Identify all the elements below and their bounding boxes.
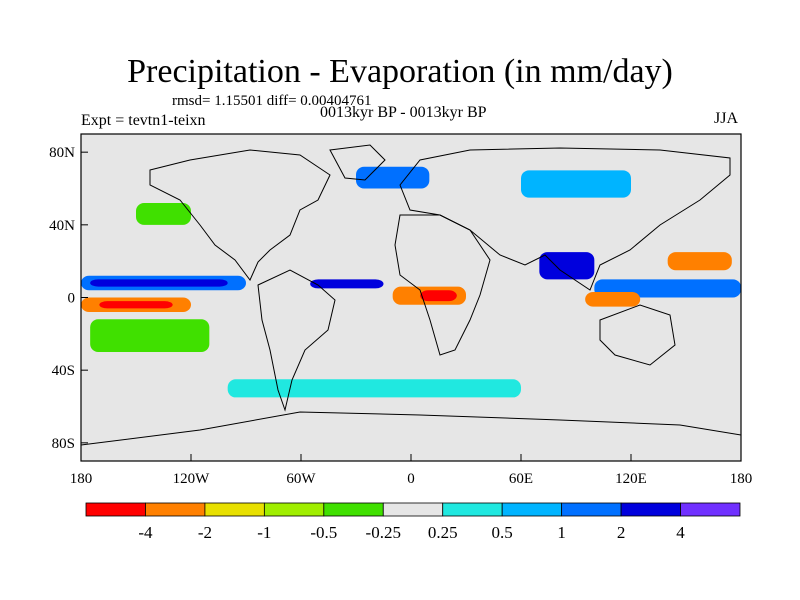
colorbar-label: -2: [198, 523, 212, 542]
colorbar-swatch: [204, 502, 265, 517]
colorbar-swatch: [442, 502, 503, 517]
colorbar-swatch: [145, 502, 206, 517]
region-southern-ocean-cyan: [227, 379, 521, 398]
coastlines: [81, 144, 741, 446]
page-title: Precipitation - Evaporation (in mm/day): [127, 53, 673, 90]
x-tick-label: 0: [407, 471, 415, 487]
y-tick-label: 40S: [52, 363, 75, 379]
region-nw-pacific-orange: [667, 252, 732, 271]
colorbar-swatch: [561, 502, 622, 517]
season-label: JJA: [714, 110, 739, 127]
region-indian-monsoon: [539, 252, 595, 280]
y-tick-label: 40N: [49, 218, 75, 234]
y-tick-label: 80N: [49, 145, 75, 161]
y-tick-label: 80S: [52, 436, 75, 452]
x-tick-label: 180: [70, 471, 93, 487]
region-indonesia-orange: [585, 292, 641, 307]
colorbar-label: 0.5: [492, 523, 513, 542]
colorbar-label: -1: [257, 523, 271, 542]
stats-label: rmsd= 1.15501 diff= 0.00404761: [172, 93, 372, 109]
north-america-coast: [149, 149, 331, 281]
region-north-atlantic-blue: [356, 166, 430, 189]
colorbar-label: -4: [138, 523, 153, 542]
region-siberia-blue: [521, 170, 631, 198]
colorbar-label: -0.5: [310, 523, 337, 542]
region-itcz-atlantic: [310, 279, 384, 289]
colorbar-label: 4: [676, 523, 685, 542]
field-regions: [81, 166, 741, 398]
y-tick-label: 0: [68, 291, 76, 307]
colorbar-swatch: [680, 502, 741, 517]
x-tick-label: 120E: [615, 471, 647, 487]
greenland-coast: [329, 144, 386, 181]
colorbar-label: 0.25: [428, 523, 458, 542]
colorbar: -4 -2 -1 -0.5 -0.25 0.25 0.5 1 2 4: [85, 502, 741, 542]
region-south-pacific-green: [90, 319, 210, 352]
colorbar-swatch: [382, 502, 444, 517]
colorbar-label: -0.25: [366, 523, 401, 542]
x-tick-label: 60W: [286, 471, 316, 487]
africa-coast: [394, 214, 491, 356]
x-tick-label: 180: [730, 471, 753, 487]
region-subtropic-pacific-south-core: [99, 301, 173, 309]
x-axis: 180 120W 60W 0 60E 120E 180: [70, 454, 753, 487]
colorbar-swatch: [85, 502, 146, 517]
x-tick-label: 120W: [173, 471, 211, 487]
region-africa-core: [420, 290, 457, 302]
colorbar-swatch: [323, 502, 384, 517]
colorbar-label: 1: [557, 523, 566, 542]
colorbar-swatch: [263, 502, 325, 517]
experiment-label: Expt = tevtn1-teixn: [81, 112, 206, 129]
australia-coast: [599, 304, 676, 366]
region-north-pacific-green: [136, 203, 191, 225]
x-tick-label: 60E: [509, 471, 533, 487]
antarctica-coast: [81, 411, 741, 446]
y-axis: 80N 40N 0 40S 80S: [49, 145, 88, 452]
region-itcz-pacific-core: [90, 279, 228, 287]
europe-asia-coast: [399, 147, 731, 291]
south-america-coast: [257, 269, 336, 412]
colorbar-swatch: [620, 502, 681, 517]
colorbar-label: 2: [617, 523, 626, 542]
period-label: 0013kyr BP - 0013kyr BP: [320, 104, 487, 121]
colorbar-swatch: [501, 502, 563, 517]
